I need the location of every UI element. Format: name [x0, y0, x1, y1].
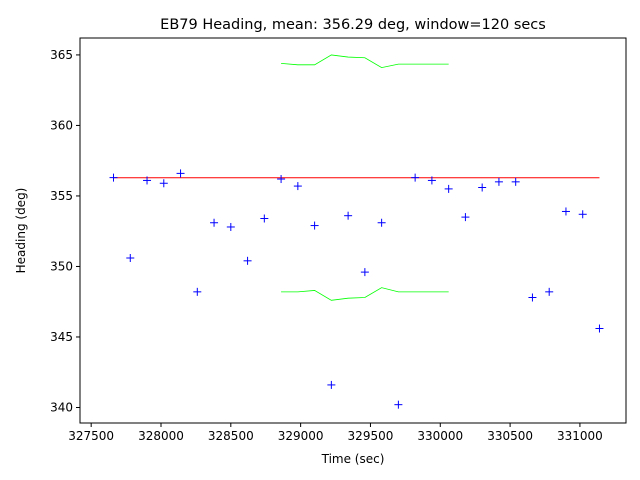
y-tick-label: 365	[50, 48, 73, 62]
plot-content	[109, 54, 604, 409]
y-axis-label: Heading (deg)	[14, 188, 28, 274]
data-point	[444, 184, 453, 193]
data-point	[478, 183, 487, 192]
data-point	[277, 175, 286, 184]
x-tick-label: 330000	[417, 429, 463, 443]
data-point	[595, 324, 604, 333]
x-axis-ticks: 327500 328000 328500 329000 329500 330000 3305…	[68, 423, 603, 443]
data-point	[109, 173, 118, 182]
x-tick-label: 329500	[348, 429, 394, 443]
axes-frame	[79, 37, 627, 424]
x-tick-label: 331000	[557, 429, 603, 443]
x-tick-label: 328500	[208, 429, 254, 443]
y-tick-label: 340	[50, 401, 73, 415]
data-point	[327, 380, 336, 389]
data-point	[545, 287, 554, 296]
data-point	[243, 256, 252, 265]
data-point	[461, 213, 470, 222]
data-point	[159, 179, 168, 188]
x-tick-label: 330500	[487, 429, 533, 443]
y-tick-label: 355	[50, 189, 73, 203]
data-point	[578, 210, 587, 219]
y-tick-label: 350	[50, 260, 73, 274]
data-point	[494, 177, 503, 186]
data-point	[143, 176, 152, 185]
y-tick-label: 360	[50, 119, 73, 133]
data-point	[394, 400, 403, 409]
data-point	[293, 182, 302, 191]
data-point	[561, 207, 570, 216]
x-tick-label: 327500	[68, 429, 114, 443]
data-point	[176, 169, 185, 178]
x-tick-label: 329000	[278, 429, 324, 443]
lower-bound-line	[281, 287, 449, 301]
data-point	[310, 221, 319, 230]
x-tick-label: 328000	[138, 429, 184, 443]
y-tick-label: 345	[50, 330, 73, 344]
y-axis-ticks: 340 345 350 355 360 365	[50, 48, 80, 415]
x-axis-label: Time (sec)	[321, 452, 385, 466]
chart-title: EB79 Heading, mean: 356.29 deg, window=1…	[160, 17, 546, 33]
data-point	[210, 218, 219, 227]
data-point	[427, 176, 436, 185]
data-point	[344, 211, 353, 220]
plot-area	[109, 54, 604, 409]
data-point	[193, 287, 202, 296]
data-point	[528, 293, 537, 302]
data-point	[511, 177, 520, 186]
data-point	[126, 254, 135, 262]
data-point	[260, 214, 269, 223]
data-point	[360, 268, 369, 277]
upper-bound-line	[281, 54, 449, 69]
data-point	[411, 173, 420, 182]
data-point	[226, 222, 235, 231]
data-point	[377, 218, 386, 227]
